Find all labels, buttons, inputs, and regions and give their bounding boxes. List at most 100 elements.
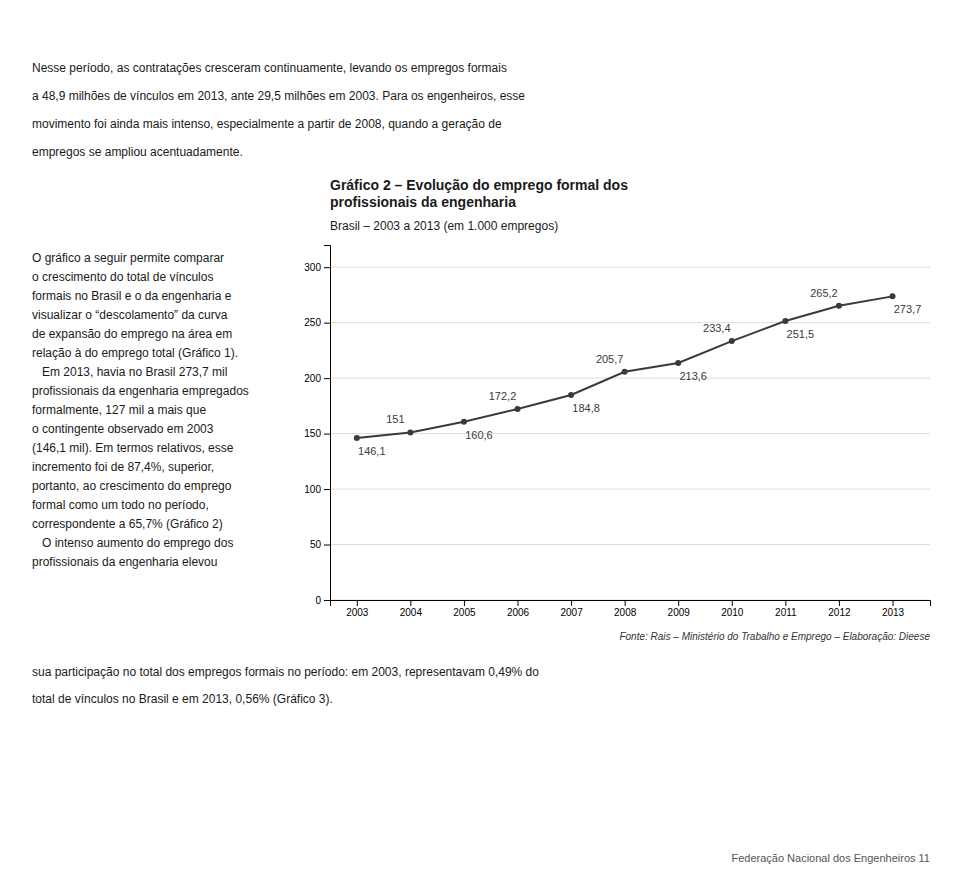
y-tick-mark [324, 323, 330, 324]
data-point [836, 303, 842, 309]
y-tick: 200 [304, 373, 330, 384]
data-point [675, 360, 681, 366]
data-label: 151 [386, 413, 404, 425]
data-label: 273,7 [894, 303, 922, 315]
paragraph-line: relação à do emprego total (Gráfico 1). [32, 346, 238, 360]
y-tick-label: 50 [310, 539, 322, 550]
paragraph-line: empregos se ampliou acentuadamente. [32, 145, 243, 159]
y-tick-label: 250 [304, 317, 321, 328]
x-tick: 2006 [507, 600, 530, 618]
x-tick: 2004 [400, 600, 423, 618]
data-point [782, 318, 788, 324]
x-tick-label: 2003 [346, 607, 369, 618]
chart-title: profissionais da engenharia [330, 194, 516, 210]
data-label: 205,7 [596, 353, 624, 365]
data-point [354, 435, 360, 441]
data-point [729, 338, 735, 344]
x-tick: 2007 [560, 600, 583, 618]
y-tick: 300 [304, 262, 330, 273]
y-axis: 0 50 100 150 200 250 300 [304, 246, 330, 606]
y-tick: 50 [310, 539, 330, 550]
data-label: 213,6 [679, 370, 707, 382]
x-tick-label: 2010 [721, 607, 744, 618]
x-tick-label: 2005 [453, 607, 476, 618]
x-tick-label: 2012 [828, 607, 851, 618]
x-tick-label: 2009 [668, 607, 691, 618]
x-axis-line [331, 601, 931, 607]
data-label: 265,2 [810, 287, 838, 299]
x-tick-label: 2006 [507, 607, 530, 618]
paragraph-line: o contingente observado em 2003 [32, 422, 214, 436]
y-tick-mark [324, 600, 330, 601]
top-text: Nesse período, as contratações cresceram… [32, 61, 525, 159]
source: Fonte: Rais – Ministério do Trabalho e E… [619, 631, 930, 642]
data-point [568, 392, 574, 398]
x-tick-label: 2007 [560, 607, 583, 618]
x-tick-mark [410, 600, 411, 606]
y-tick-label: 0 [315, 595, 321, 606]
data-label: 146,1 [358, 445, 386, 457]
x-tick: 2005 [453, 600, 476, 618]
y-tick-mark [324, 267, 330, 268]
x-tick: 2013 [882, 600, 905, 618]
x-tick: 2003 [346, 600, 369, 618]
x-tick-mark [571, 600, 572, 606]
data-point [622, 369, 628, 375]
paragraph-line: O gráfico a seguir permite comparar [32, 251, 224, 265]
x-tick: 2008 [614, 600, 637, 618]
paragraph-line: formalmente, 127 mil a mais que [32, 403, 206, 417]
grid-line [330, 489, 930, 490]
x-tick-label: 2011 [775, 607, 797, 618]
data-labels: 146,1151160,6172,2184,8205,7213,6233,425… [358, 287, 921, 457]
paragraph-line: o crescimento do total de vínculos [32, 270, 213, 284]
grid [330, 267, 930, 600]
paragraph-line: formal como um todo no período, [32, 498, 209, 512]
data-point [461, 419, 467, 425]
paragraph-line: total de vínculos no Brasil e em 2013, 0… [32, 692, 333, 706]
data-label: 172,2 [489, 390, 517, 402]
x-tick-mark [893, 600, 894, 606]
paragraph-line: a 48,9 milhões de vínculos em 2013, ante… [32, 89, 525, 103]
y-tick: 100 [304, 484, 330, 495]
x-tick-label: 2013 [882, 607, 905, 618]
x-tick: 2012 [828, 600, 851, 618]
y-tick-mark [324, 489, 330, 490]
grid-line [330, 433, 930, 434]
paragraph-line: de expansão do emprego na área em [32, 327, 232, 341]
data-label: 160,6 [465, 429, 493, 441]
x-tick-mark [518, 600, 519, 606]
y-tick-label: 200 [304, 373, 321, 384]
data-label: 233,4 [703, 322, 731, 334]
data-label: 184,8 [572, 402, 600, 414]
x-tick: 2010 [721, 600, 744, 618]
x-tick-mark [785, 600, 786, 606]
grid-line [330, 378, 930, 379]
paragraph-line: portanto, ao crescimento do emprego [32, 479, 232, 493]
y-tick: 0 [315, 595, 330, 606]
data-point [407, 429, 413, 435]
x-tick-label: 2008 [614, 607, 637, 618]
x-tick-label: 2004 [400, 607, 423, 618]
data-point [515, 406, 521, 412]
x-tick-mark [625, 600, 626, 606]
paragraph-line: movimento foi ainda mais intenso, especi… [32, 117, 502, 131]
x-tick: 2011 [775, 600, 797, 618]
y-tick: 250 [304, 317, 330, 328]
chart-subtitle: Brasil – 2003 a 2013 (em 1.000 empregos) [330, 219, 558, 233]
grid-line [330, 267, 930, 268]
paragraph-line: Nesse período, as contratações cresceram… [32, 61, 507, 75]
paragraph-line: (146,1 mil). Em termos relativos, esse [32, 441, 234, 455]
bottom-text: sua participação no total dos empregos f… [32, 665, 539, 706]
footer: Federação Nacional dos Engenheiros 11 [731, 852, 930, 864]
paragraph-line: formais no Brasil e o da engenharia e [32, 289, 232, 303]
page: Nesse período, as contratações cresceram… [0, 0, 960, 888]
y-tick-label: 100 [304, 484, 321, 495]
y-tick-mark [324, 378, 330, 379]
x-axis: 2003 2004 2005 2006 2007 2008 2009 2010 2011 2012… [331, 600, 931, 618]
data-point [890, 293, 896, 299]
paragraph-line: incremento foi de 87,4%, superior, [32, 460, 214, 474]
y-tick-mark [324, 545, 330, 546]
y-tick-label: 300 [304, 262, 321, 273]
y-tick-label: 150 [304, 428, 321, 439]
left-text: O gráfico a seguir permite comparar o cre… [32, 251, 249, 569]
